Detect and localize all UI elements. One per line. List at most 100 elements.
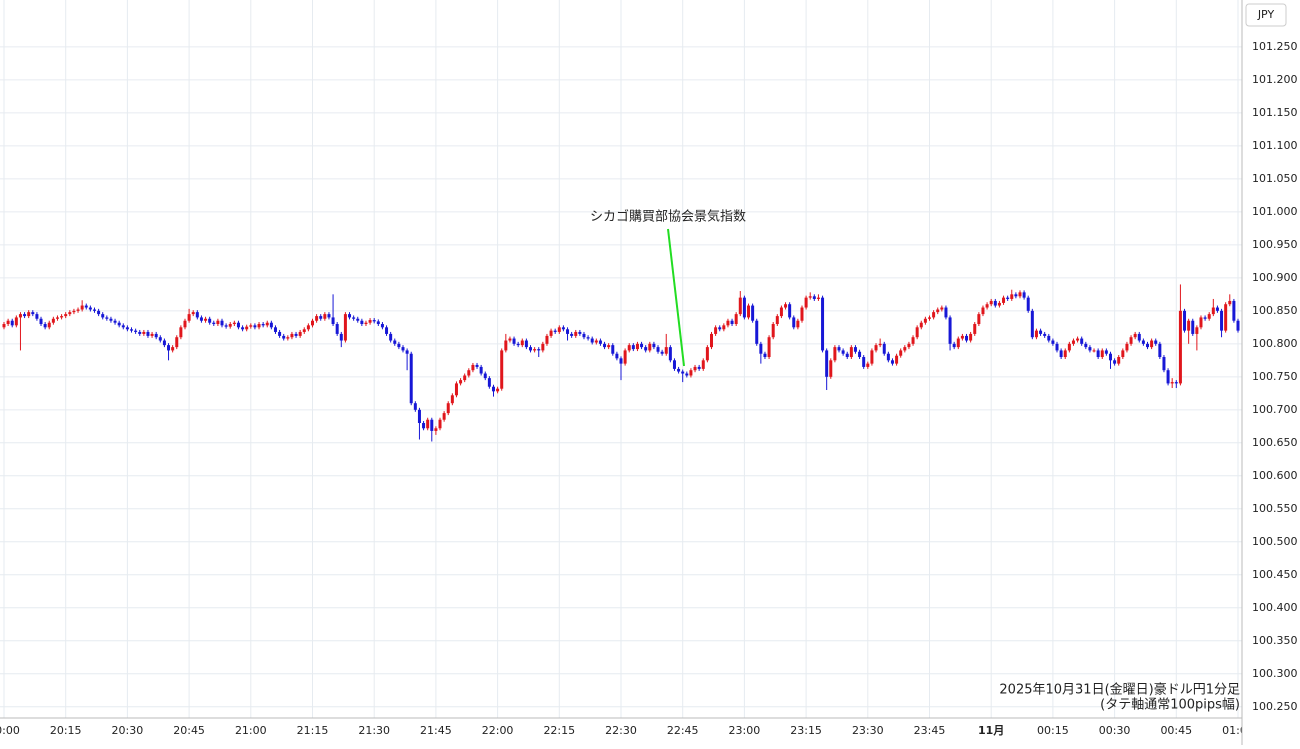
candle-body [228,324,232,327]
candle-body [660,351,664,354]
candle-body [142,331,146,334]
candle-body [1104,350,1108,354]
candle-body [282,335,286,339]
candle-body [253,325,257,328]
candle-body [500,350,504,389]
candle-body [348,314,352,318]
candle-body [191,312,195,315]
candle-body [644,347,648,351]
candle-body [372,320,376,322]
candle-body [368,320,372,323]
candle-body [1088,347,1092,351]
candle-body [664,347,668,354]
candle-body [1030,310,1034,338]
candle-body [117,322,121,326]
candle-body [767,337,771,358]
candle-body [960,335,964,339]
candle-body [788,304,792,318]
candle-body [989,300,993,305]
x-tick-label: 11月 [978,724,1004,737]
candle-body [578,331,582,334]
candle-body [323,314,327,319]
candle-body [878,343,882,346]
candle-body [208,318,212,323]
candle-body [487,378,491,387]
candle-body [977,314,981,325]
candle-body [726,320,730,326]
candle-body [130,329,134,331]
candle-body [286,337,290,339]
candle-body [1034,330,1038,338]
candle-body [812,296,816,299]
candle-body [1096,350,1100,358]
note: (タテ軸通常100pips幅) [1100,698,1240,713]
y-tick-label: 100.950 [1252,238,1298,251]
candle-body [1084,343,1088,348]
y-tick-label: 101.250 [1252,40,1298,53]
candle-body [109,318,113,321]
candle-body [204,318,208,321]
candle-body [808,296,812,298]
y-tick-label: 101.150 [1252,106,1298,119]
candle-body [18,314,22,318]
candle-body [590,338,594,343]
candle-body [874,345,878,351]
candle-body [944,307,948,318]
candle-body [294,333,298,336]
candle-body [829,360,833,377]
candle-body [598,340,602,344]
y-tick-label: 100.250 [1252,700,1298,713]
candle-body [1154,340,1158,344]
candle-body [545,335,549,344]
candle-body [1100,350,1104,358]
candle-body [471,364,475,371]
candle-body [1199,317,1203,328]
candle-body [43,324,47,328]
candle-body [10,320,14,326]
candle-body [1137,333,1141,341]
x-tick-label: 23:30 [852,724,884,737]
candle-body [759,343,763,354]
x-tick-label: 00:45 [1160,724,1192,737]
candle-body [705,347,709,361]
candle-body [784,304,788,308]
candle-body [1043,333,1047,336]
candle-body [261,324,265,326]
candle-body [60,316,64,318]
candle-body [113,320,117,323]
candle-body [1051,340,1055,344]
y-tick-label: 100.750 [1252,370,1298,383]
x-axis: 20:00 20:15 20:30 20:45 21:00 21:15 21:30 21:45… [0,724,1242,737]
candle-body [738,297,742,315]
candle-body [899,350,903,356]
y-tick-label: 100.850 [1252,304,1298,317]
candle-body [1092,350,1096,352]
candle-body [919,322,923,328]
candle-body [1187,320,1191,331]
candle-body [747,305,751,318]
candle-body [635,343,639,350]
candle-body [981,307,985,315]
candle-body [1224,304,1228,331]
candle-body [533,349,537,351]
candle-body [1121,350,1125,358]
candle-body [101,314,105,318]
candle-body [936,309,940,313]
candle-body [409,353,413,404]
candle-body [1195,327,1199,334]
candle-body [512,338,516,344]
candle-body [742,297,746,318]
candle-body [619,358,623,364]
annotation: シカゴ購買部協会景気指数 [590,209,746,225]
x-tick-label: 22:00 [482,724,514,737]
candle-body [88,307,92,310]
candle-body [134,330,138,332]
x-tick-label: 21:45 [420,724,452,737]
candle-body [800,307,804,321]
grid [0,0,1242,718]
candle-body [553,330,557,332]
candle-body [701,360,705,369]
candle-body [31,312,35,315]
candle-body [1203,317,1207,319]
